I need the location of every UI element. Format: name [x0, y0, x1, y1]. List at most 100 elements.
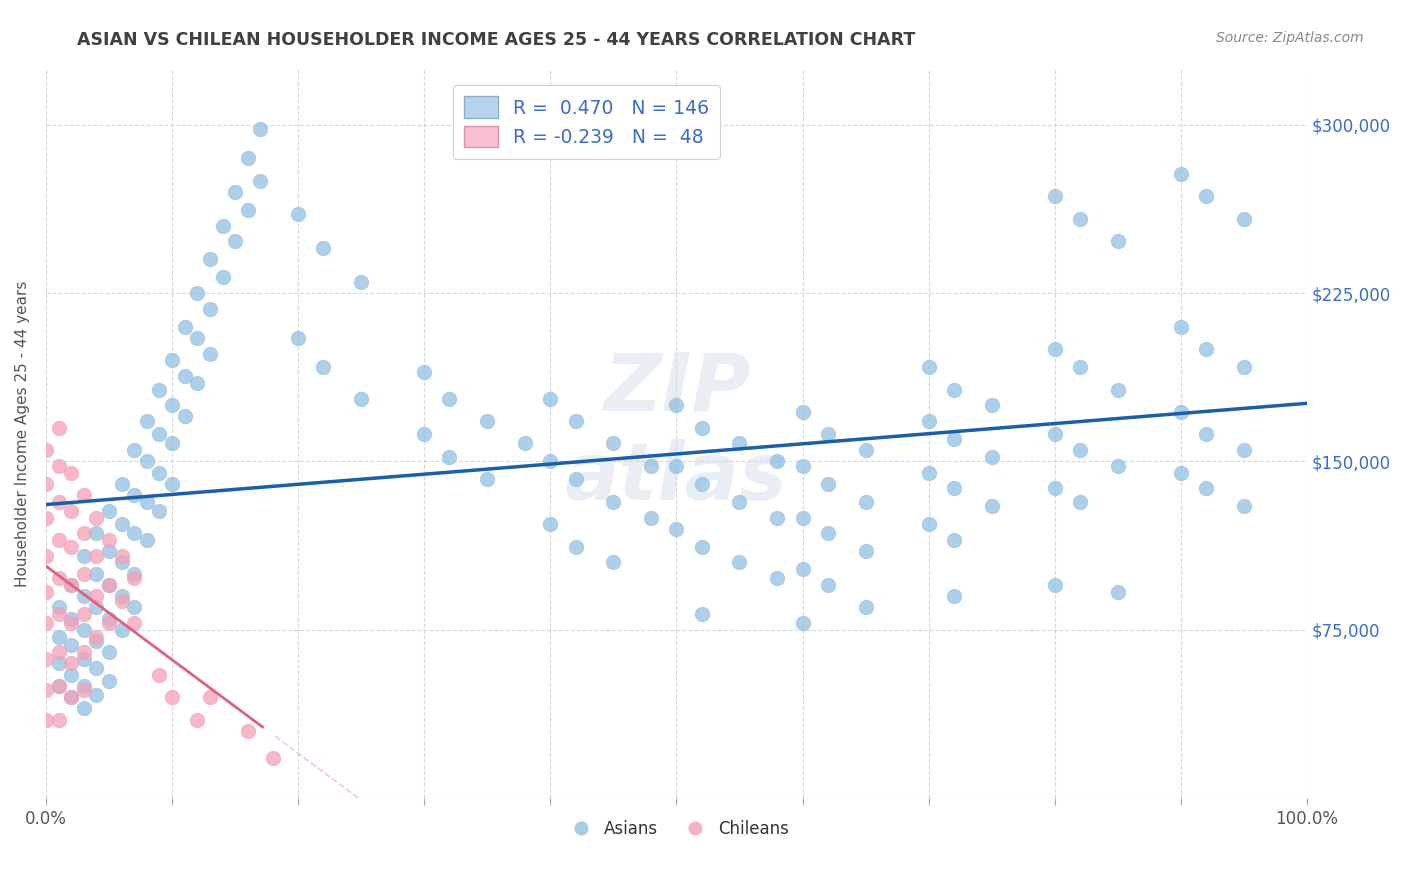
Point	[728, 436, 751, 450]
Point	[236, 723, 259, 738]
Point	[98, 544, 121, 558]
Point	[122, 571, 145, 585]
Point	[48, 679, 70, 693]
Point	[917, 360, 939, 375]
Point	[86, 630, 108, 644]
Text: ASIAN VS CHILEAN HOUSEHOLDER INCOME AGES 25 - 44 YEARS CORRELATION CHART: ASIAN VS CHILEAN HOUSEHOLDER INCOME AGES…	[77, 31, 915, 49]
Point	[538, 517, 561, 532]
Point	[122, 566, 145, 581]
Point	[690, 476, 713, 491]
Point	[1069, 211, 1091, 226]
Point	[98, 533, 121, 547]
Point	[148, 427, 170, 442]
Point	[60, 690, 83, 705]
Point	[1195, 189, 1218, 203]
Point	[855, 495, 877, 509]
Point	[35, 443, 58, 458]
Point	[73, 549, 96, 563]
Point	[111, 476, 134, 491]
Point	[513, 436, 536, 450]
Point	[86, 589, 108, 603]
Point	[160, 436, 183, 450]
Point	[1043, 427, 1066, 442]
Point	[48, 679, 70, 693]
Point	[1170, 405, 1192, 419]
Point	[35, 510, 58, 524]
Point	[48, 458, 70, 473]
Point	[73, 589, 96, 603]
Point	[236, 151, 259, 165]
Point	[60, 657, 83, 671]
Point	[690, 540, 713, 554]
Text: Source: ZipAtlas.com: Source: ZipAtlas.com	[1216, 31, 1364, 45]
Point	[211, 270, 233, 285]
Point	[640, 458, 662, 473]
Point	[413, 427, 436, 442]
Point	[35, 549, 58, 563]
Point	[111, 556, 134, 570]
Point	[942, 383, 965, 397]
Point	[160, 353, 183, 368]
Point	[86, 566, 108, 581]
Point	[564, 540, 586, 554]
Point	[817, 427, 839, 442]
Point	[60, 690, 83, 705]
Point	[48, 645, 70, 659]
Point	[287, 207, 309, 221]
Point	[792, 562, 814, 576]
Point	[48, 600, 70, 615]
Point	[728, 556, 751, 570]
Point	[160, 690, 183, 705]
Point	[312, 360, 335, 375]
Point	[186, 376, 208, 390]
Point	[477, 472, 499, 486]
Point	[111, 589, 134, 603]
Point	[73, 652, 96, 666]
Point	[160, 476, 183, 491]
Point	[766, 571, 789, 585]
Point	[86, 510, 108, 524]
Point	[98, 645, 121, 659]
Point	[60, 540, 83, 554]
Point	[817, 578, 839, 592]
Point	[350, 392, 373, 406]
Point	[35, 476, 58, 491]
Point	[173, 369, 195, 384]
Point	[135, 414, 157, 428]
Point	[211, 219, 233, 233]
Point	[186, 331, 208, 345]
Point	[980, 398, 1002, 412]
Point	[224, 235, 246, 249]
Point	[73, 645, 96, 659]
Point	[766, 510, 789, 524]
Point	[135, 533, 157, 547]
Point	[198, 346, 221, 360]
Point	[728, 495, 751, 509]
Point	[439, 392, 461, 406]
Point	[792, 458, 814, 473]
Point	[312, 241, 335, 255]
Point	[262, 750, 284, 764]
Point	[249, 174, 271, 188]
Point	[224, 185, 246, 199]
Point	[1195, 342, 1218, 356]
Point	[73, 607, 96, 621]
Point	[86, 634, 108, 648]
Point	[1043, 189, 1066, 203]
Point	[60, 578, 83, 592]
Point	[792, 510, 814, 524]
Point	[111, 517, 134, 532]
Point	[198, 690, 221, 705]
Point	[1069, 360, 1091, 375]
Point	[98, 615, 121, 630]
Point	[135, 454, 157, 468]
Point	[86, 688, 108, 702]
Point	[35, 683, 58, 698]
Point	[148, 504, 170, 518]
Point	[73, 566, 96, 581]
Point	[98, 611, 121, 625]
Point	[60, 578, 83, 592]
Point	[98, 578, 121, 592]
Point	[1069, 443, 1091, 458]
Point	[198, 301, 221, 316]
